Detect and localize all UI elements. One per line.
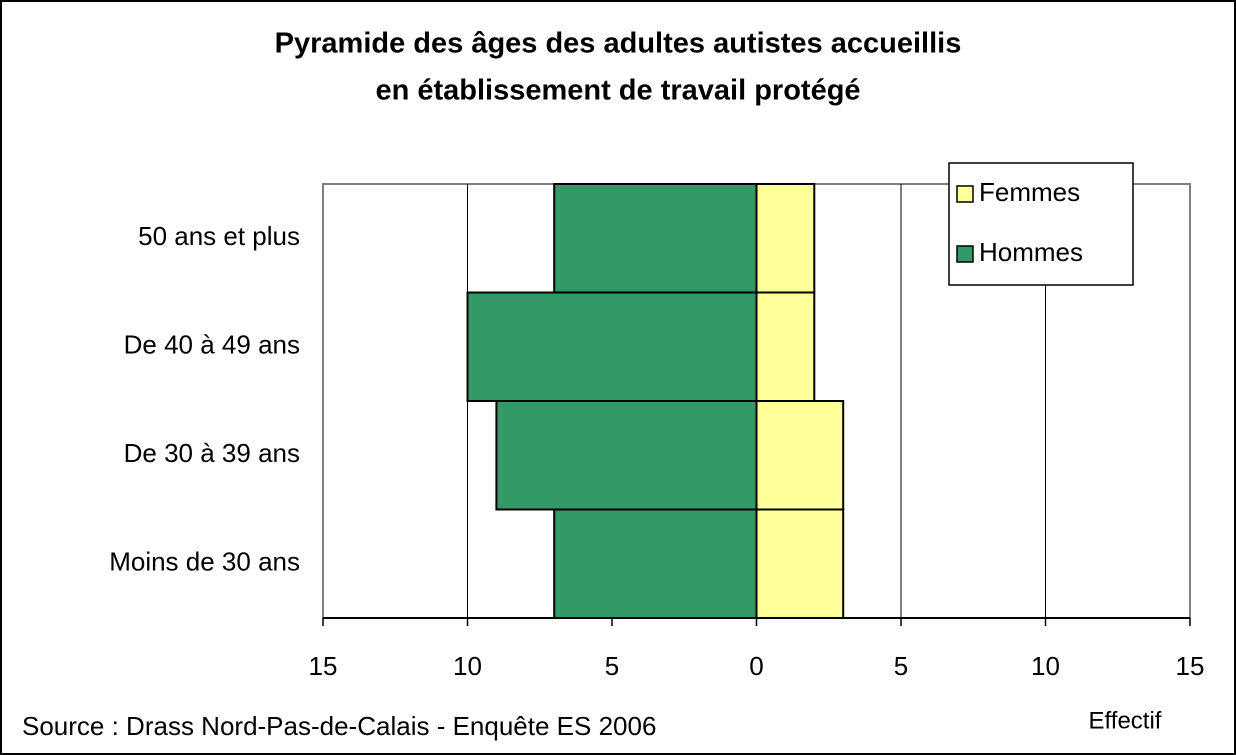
legend-swatch bbox=[956, 245, 974, 263]
y-tick-label: De 40 à 49 ans bbox=[124, 330, 300, 360]
legend-box bbox=[948, 162, 1134, 286]
bar bbox=[755, 400, 845, 511]
bar bbox=[755, 508, 845, 619]
legend-label: Hommes bbox=[979, 237, 1083, 267]
legend-label: Femmes bbox=[979, 177, 1080, 207]
x-axis-label: Effectif bbox=[1089, 707, 1162, 734]
chart-title: Pyramide des âges des adultes autistes a… bbox=[275, 28, 962, 60]
y-tick-label: De 30 à 39 ans bbox=[124, 438, 300, 468]
bar bbox=[755, 291, 816, 402]
x-tick-label: 10 bbox=[1031, 651, 1060, 681]
x-tick-label: 10 bbox=[453, 651, 482, 681]
x-tick-label: 5 bbox=[605, 651, 619, 681]
bar bbox=[466, 291, 758, 402]
x-tick-label: 15 bbox=[309, 651, 338, 681]
source-note: Source : Drass Nord-Pas-de-Calais - Enqu… bbox=[22, 711, 656, 741]
x-tick-label: 15 bbox=[1176, 651, 1205, 681]
x-tick-label: 0 bbox=[749, 651, 763, 681]
legend-swatch bbox=[956, 185, 974, 203]
bar bbox=[553, 183, 758, 294]
bar bbox=[755, 183, 816, 294]
bar bbox=[553, 508, 758, 619]
y-tick-label: 50 ans et plus bbox=[138, 221, 300, 251]
bar bbox=[495, 400, 758, 511]
y-tick-label: Moins de 30 ans bbox=[109, 547, 300, 577]
chart-subtitle: en établissement de travail protégé bbox=[375, 75, 860, 107]
x-tick-label: 5 bbox=[894, 651, 908, 681]
